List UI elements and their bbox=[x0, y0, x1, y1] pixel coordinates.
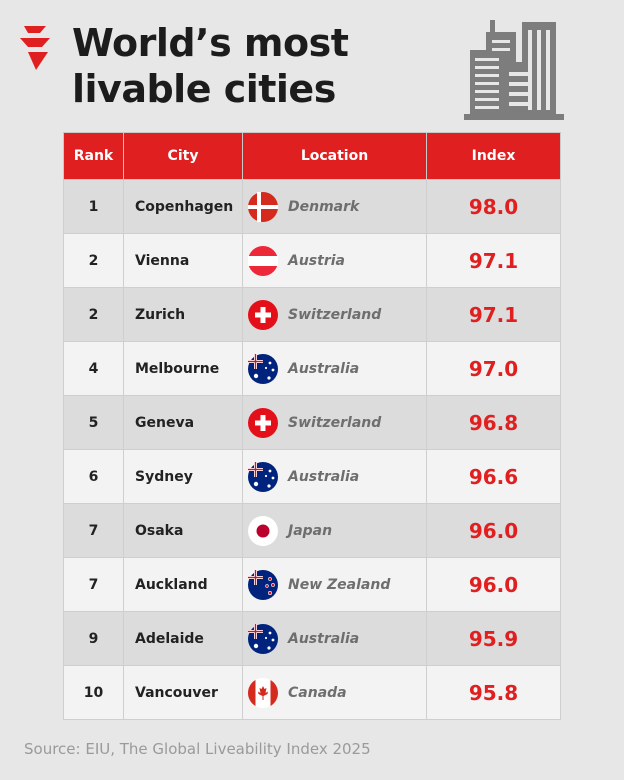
country-label: Austria bbox=[288, 252, 345, 269]
country-label: Australia bbox=[288, 468, 360, 485]
location-cell: Japan bbox=[242, 503, 427, 558]
index-value: 95.9 bbox=[426, 611, 561, 666]
title-line-2: livable cities bbox=[72, 67, 336, 111]
column-header-city: City bbox=[123, 132, 243, 180]
japan-flag-icon bbox=[248, 515, 278, 546]
location-cell: Switzerland bbox=[242, 395, 427, 450]
index-value: 96.0 bbox=[426, 503, 561, 558]
country-label: Switzerland bbox=[288, 306, 382, 323]
country-label: New Zealand bbox=[288, 576, 391, 593]
table-row: 10 Vancouver Canada 95.8 bbox=[63, 665, 561, 720]
table-row: 2 Zurich Switzerland 97.1 bbox=[63, 287, 561, 342]
switzerland-flag-icon bbox=[248, 299, 278, 330]
table-row: 1 Copenhagen Denmark 98.0 bbox=[63, 179, 561, 234]
location-cell: Denmark bbox=[242, 179, 427, 234]
city-cell: Zurich bbox=[123, 287, 243, 342]
country-label: Canada bbox=[288, 684, 347, 701]
switzerland-flag-icon bbox=[248, 407, 278, 438]
city-buildings-icon bbox=[464, 20, 564, 120]
index-value: 97.1 bbox=[426, 233, 561, 288]
table-row: 7 Auckland New Zealand 96.0 bbox=[63, 557, 561, 612]
rank-cell: 9 bbox=[63, 611, 124, 666]
denmark-flag-icon bbox=[248, 191, 278, 222]
index-value: 96.6 bbox=[426, 449, 561, 504]
rank-cell: 6 bbox=[63, 449, 124, 504]
rank-cell: 10 bbox=[63, 665, 124, 720]
australia-flag-icon bbox=[248, 353, 278, 384]
column-header-index: Index bbox=[426, 132, 561, 180]
city-cell: Geneva bbox=[123, 395, 243, 450]
city-cell: Vancouver bbox=[123, 665, 243, 720]
rank-cell: 7 bbox=[63, 503, 124, 558]
table-row: 7 Osaka Japan 96.0 bbox=[63, 503, 561, 558]
table-row: 5 Geneva Switzerland 96.8 bbox=[63, 395, 561, 450]
livability-table: Rank City Location Index 1 Copenhagen Denm… bbox=[63, 132, 561, 720]
location-cell: New Zealand bbox=[242, 557, 427, 612]
table-row: 2 Vienna Austria 97.1 bbox=[63, 233, 561, 288]
index-value: 97.1 bbox=[426, 287, 561, 342]
location-cell: Switzerland bbox=[242, 287, 427, 342]
city-cell: Osaka bbox=[123, 503, 243, 558]
new-zealand-flag-icon bbox=[248, 569, 278, 600]
location-cell: Australia bbox=[242, 341, 427, 396]
column-header-rank: Rank bbox=[63, 132, 124, 180]
table-row: 6 Sydney Australia 96.6 bbox=[63, 449, 561, 504]
page-title: World’s most livable cities bbox=[72, 20, 349, 112]
index-value: 96.0 bbox=[426, 557, 561, 612]
rank-cell: 1 bbox=[63, 179, 124, 234]
table-row: 9 Adelaide Australia 95.9 bbox=[63, 611, 561, 666]
location-cell: Austria bbox=[242, 233, 427, 288]
rank-cell: 2 bbox=[63, 287, 124, 342]
canada-flag-icon bbox=[248, 677, 278, 708]
index-value: 95.8 bbox=[426, 665, 561, 720]
location-cell: Australia bbox=[242, 611, 427, 666]
rank-cell: 2 bbox=[63, 233, 124, 288]
country-label: Australia bbox=[288, 630, 360, 647]
index-value: 98.0 bbox=[426, 179, 561, 234]
location-cell: Canada bbox=[242, 665, 427, 720]
city-cell: Copenhagen bbox=[123, 179, 243, 234]
city-cell: Vienna bbox=[123, 233, 243, 288]
country-label: Switzerland bbox=[288, 414, 382, 431]
index-value: 97.0 bbox=[426, 341, 561, 396]
table-header-row: Rank City Location Index bbox=[63, 132, 561, 180]
city-cell: Sydney bbox=[123, 449, 243, 504]
austria-flag-icon bbox=[248, 245, 278, 276]
city-cell: Adelaide bbox=[123, 611, 243, 666]
australia-flag-icon bbox=[248, 461, 278, 492]
rank-cell: 4 bbox=[63, 341, 124, 396]
location-cell: Australia bbox=[242, 449, 427, 504]
city-cell: Auckland bbox=[123, 557, 243, 612]
country-label: Denmark bbox=[288, 198, 360, 215]
table-row: 4 Melbourne Australia 97.0 bbox=[63, 341, 561, 396]
sbs-logo-icon bbox=[20, 26, 50, 70]
source-note: Source: EIU, The Global Liveability Inde… bbox=[24, 740, 371, 758]
rank-cell: 7 bbox=[63, 557, 124, 612]
country-label: Australia bbox=[288, 360, 360, 377]
title-line-1: World’s most bbox=[72, 21, 349, 65]
column-header-location: Location bbox=[242, 132, 427, 180]
australia-flag-icon bbox=[248, 623, 278, 654]
country-label: Japan bbox=[288, 522, 333, 539]
city-cell: Melbourne bbox=[123, 341, 243, 396]
rank-cell: 5 bbox=[63, 395, 124, 450]
index-value: 96.8 bbox=[426, 395, 561, 450]
